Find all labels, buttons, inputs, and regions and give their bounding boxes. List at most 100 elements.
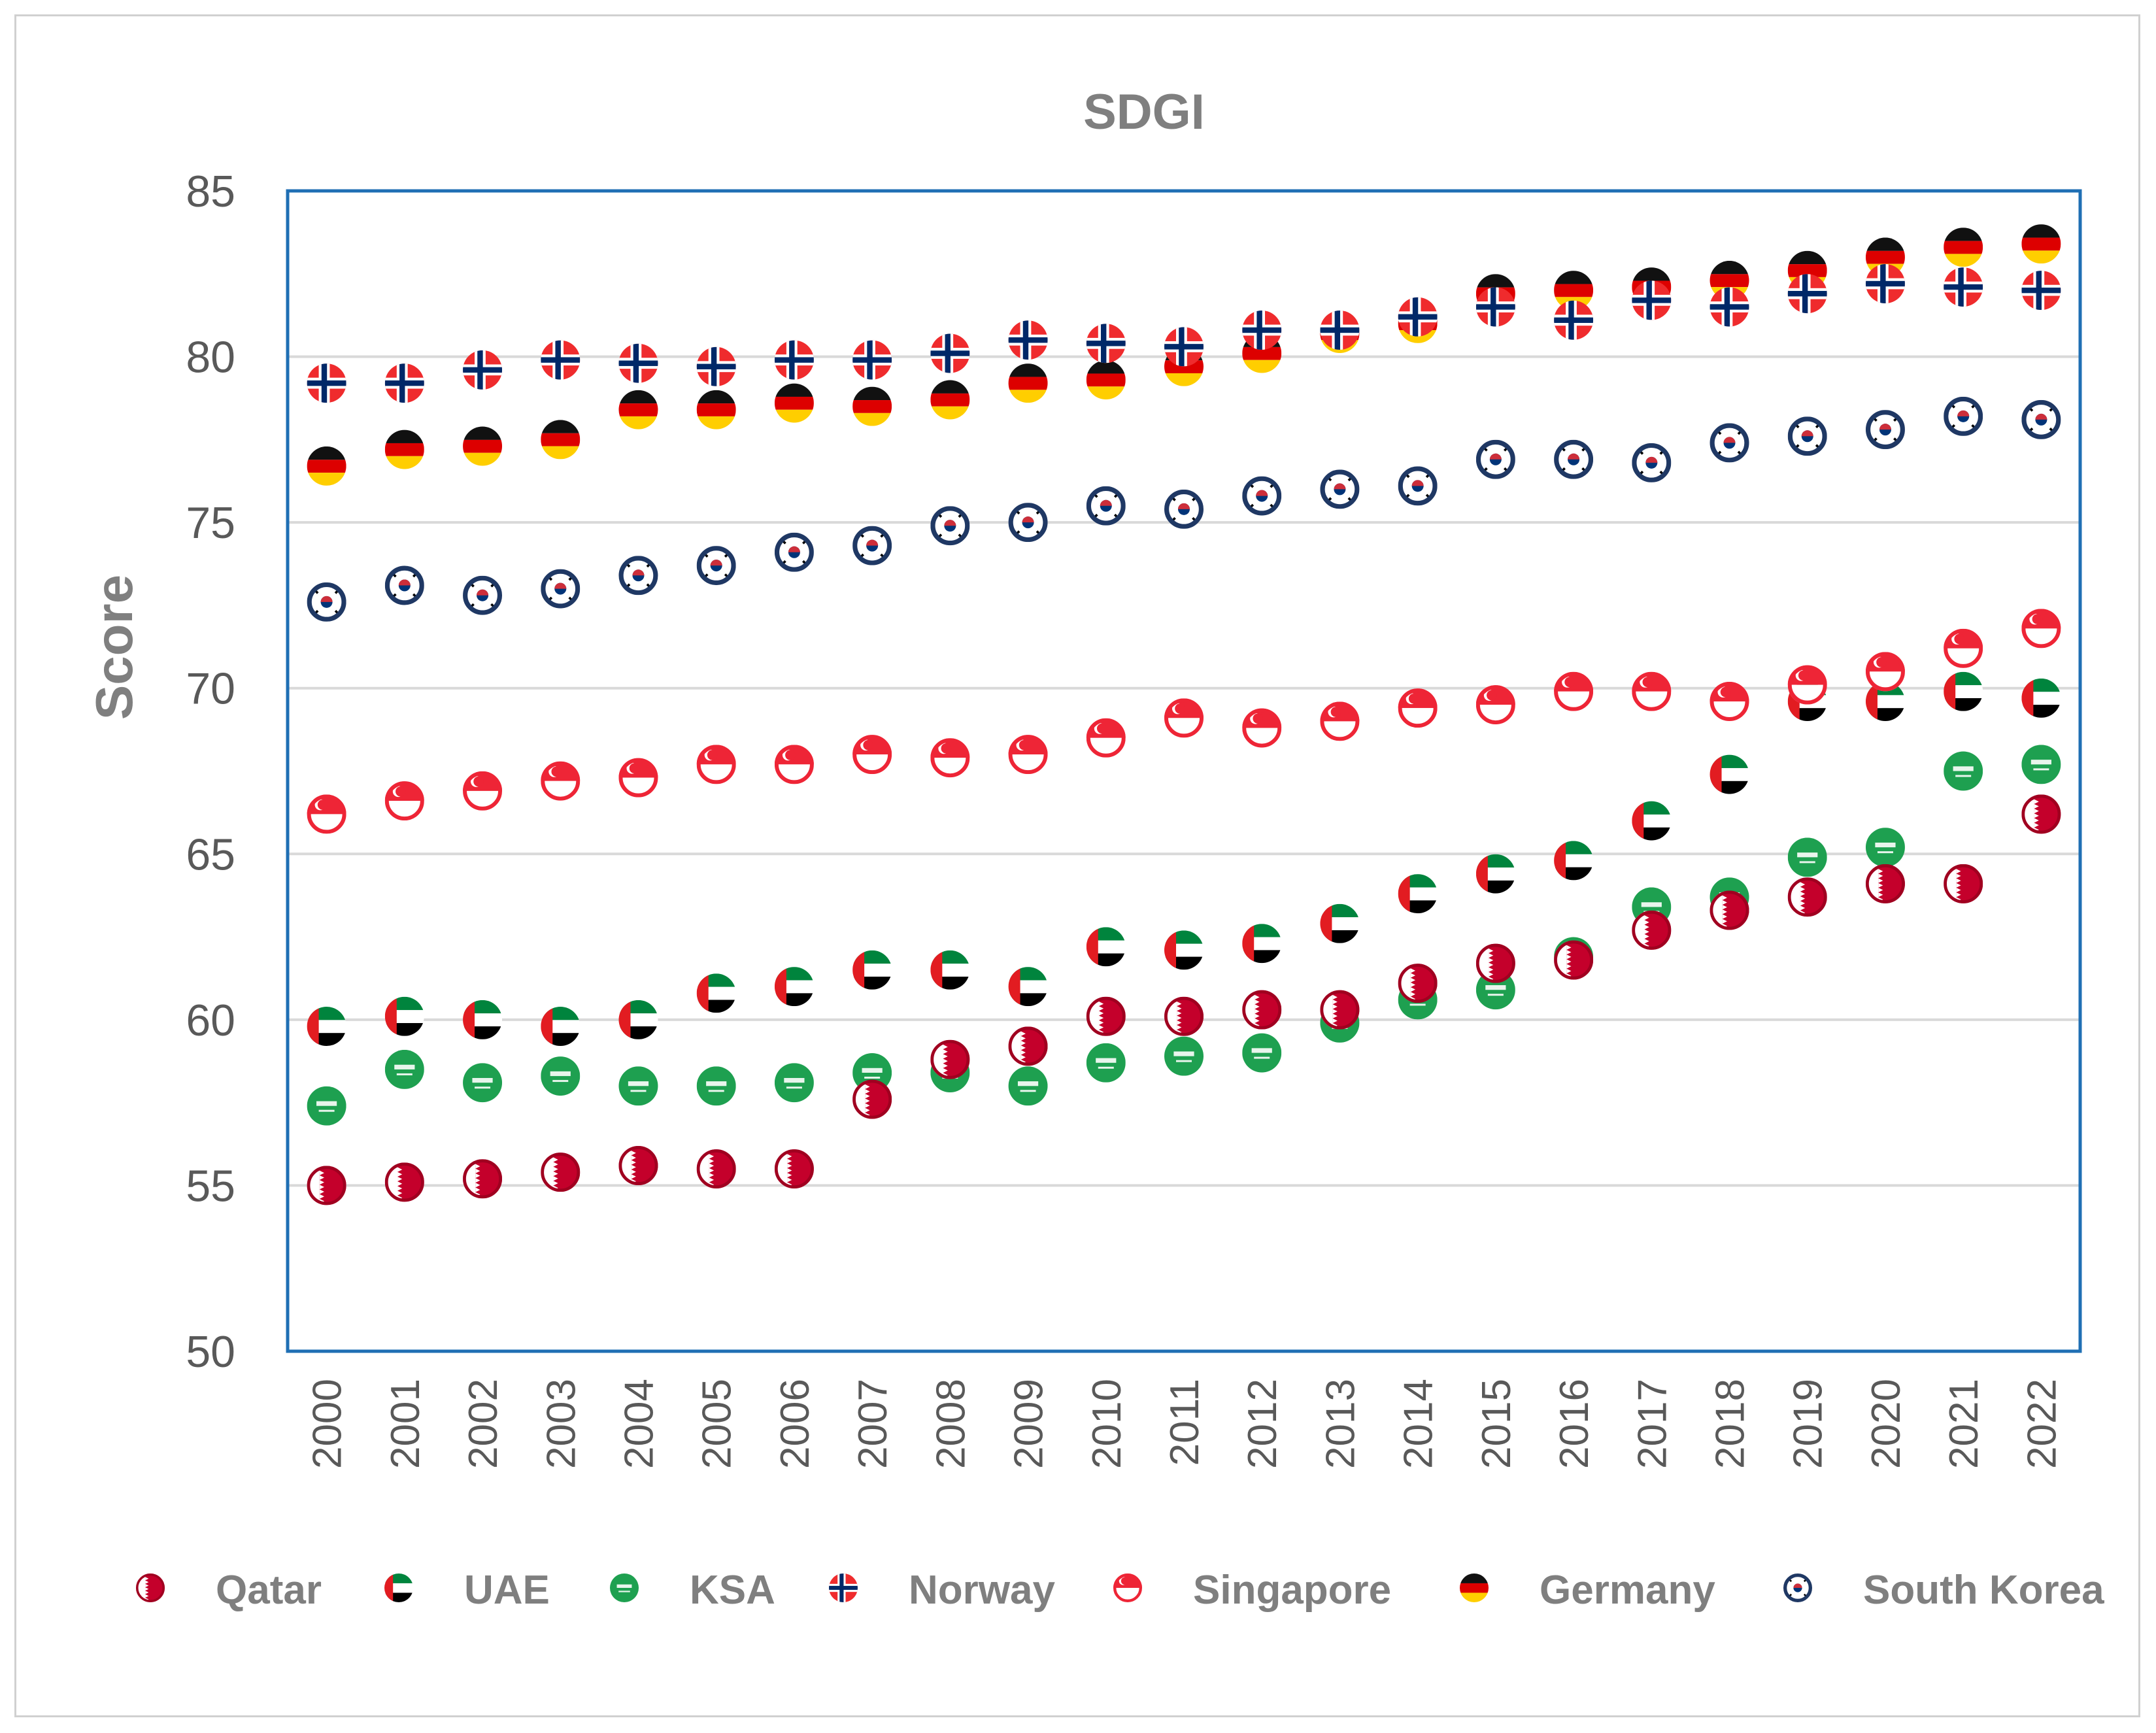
data-point	[1086, 360, 1126, 400]
data-point	[541, 1153, 581, 1192]
data-point	[384, 565, 424, 605]
norway-flag-icon	[829, 1573, 858, 1602]
data-point	[307, 582, 346, 622]
data-point	[1398, 964, 1438, 1003]
y-axis-label: Score	[85, 575, 143, 720]
data-point	[1086, 927, 1126, 967]
data-point	[307, 363, 346, 403]
data-point	[1320, 469, 1360, 509]
data-point	[1475, 287, 1515, 327]
data-point	[463, 350, 503, 390]
data-point	[2021, 271, 2061, 311]
legend-label: KSA	[690, 1568, 775, 1613]
legend: Qatar UAE KSA Norway Singapore Germany South K…	[136, 1568, 2104, 1613]
data-point	[384, 1049, 424, 1089]
data-point	[384, 363, 424, 403]
y-tick-label: 55	[186, 1161, 235, 1211]
data-point	[541, 1056, 581, 1096]
data-point	[1008, 1026, 1048, 1066]
data-point	[1242, 311, 1282, 350]
data-point	[384, 781, 424, 821]
data-point	[1086, 1043, 1126, 1083]
data-point	[384, 429, 424, 469]
data-point	[1008, 1066, 1048, 1106]
x-tick-label: 2011	[1162, 1379, 1207, 1466]
x-tick-label: 2010	[1085, 1379, 1130, 1469]
data-point	[774, 1063, 814, 1103]
y-tick-labels: 50 55 60 65 70 75 80 85	[186, 167, 235, 1377]
data-point	[1710, 682, 1749, 721]
data-point	[618, 1146, 658, 1185]
data-point	[852, 386, 892, 426]
data-point	[696, 346, 736, 386]
data-point	[1632, 443, 1672, 482]
data-point	[696, 1066, 736, 1106]
x-tick-label: 2007	[851, 1379, 896, 1469]
data-point	[1710, 754, 1749, 794]
data-point	[541, 340, 581, 380]
x-tick-label: 2022	[2019, 1379, 2064, 1469]
x-tick-label: 2017	[1630, 1379, 1675, 1469]
data-point	[2021, 745, 2061, 784]
legend-item-singapore: Singapore	[1113, 1568, 1391, 1613]
data-point	[2021, 224, 2061, 264]
data-point	[1164, 996, 1204, 1036]
series-norway	[307, 264, 2061, 403]
data-point	[1008, 735, 1048, 775]
legend-item-qatar: Qatar	[136, 1568, 322, 1613]
data-point	[618, 556, 658, 596]
legend-label: Singapore	[1193, 1568, 1391, 1613]
data-point	[1164, 489, 1204, 529]
chart-title: SDGI	[1083, 84, 1205, 140]
data-point	[1086, 996, 1126, 1036]
figure-frame	[14, 14, 2140, 1717]
data-point	[852, 526, 892, 565]
data-point	[1242, 1033, 1282, 1073]
x-tick-label: 2013	[1318, 1379, 1363, 1469]
data-point	[1787, 837, 1827, 877]
data-point	[696, 745, 736, 784]
data-point	[618, 390, 658, 429]
data-point	[1865, 264, 1905, 303]
data-point	[541, 1007, 581, 1046]
data-point	[2021, 399, 2061, 439]
data-point	[307, 1007, 346, 1046]
series-south-korea	[307, 396, 2061, 622]
y-tick-label: 70	[186, 664, 235, 714]
data-point	[307, 1166, 346, 1205]
data-point	[1475, 943, 1515, 983]
data-point	[307, 1086, 346, 1126]
x-tick-label: 2004	[616, 1379, 662, 1469]
data-point	[1865, 410, 1905, 450]
legend-item-germany: Germany	[1460, 1568, 1715, 1613]
legend-item-ksa: KSA	[610, 1568, 775, 1613]
data-point	[2021, 609, 2061, 648]
data-point	[852, 735, 892, 775]
data-point	[1008, 320, 1048, 360]
x-tick-label: 2003	[539, 1379, 584, 1469]
data-point	[463, 426, 503, 466]
series-qatar	[307, 794, 2061, 1205]
data-point	[1944, 227, 1983, 267]
data-point	[930, 380, 970, 420]
data-point	[1164, 1036, 1204, 1076]
data-point	[541, 761, 581, 801]
series-singapore	[307, 609, 2061, 834]
legend-label: South Korea	[1863, 1568, 2104, 1613]
y-tick-label: 85	[186, 167, 235, 216]
data-point	[1320, 990, 1360, 1030]
data-point	[1787, 665, 1827, 705]
gridlines	[288, 355, 2080, 1187]
data-point	[1865, 652, 1905, 692]
x-tick-label: 2020	[1864, 1379, 1909, 1469]
data-point	[1944, 628, 1983, 668]
legend-item-south-korea: South Korea	[1783, 1568, 2104, 1613]
data-point	[1475, 439, 1515, 479]
data-point	[1865, 828, 1905, 867]
ksa-flag-icon	[610, 1573, 639, 1602]
x-tick-label: 2021	[1942, 1379, 1987, 1469]
south-korea-flag-icon	[1783, 1573, 1812, 1602]
data-point	[930, 333, 970, 373]
data-point	[1944, 864, 1983, 903]
